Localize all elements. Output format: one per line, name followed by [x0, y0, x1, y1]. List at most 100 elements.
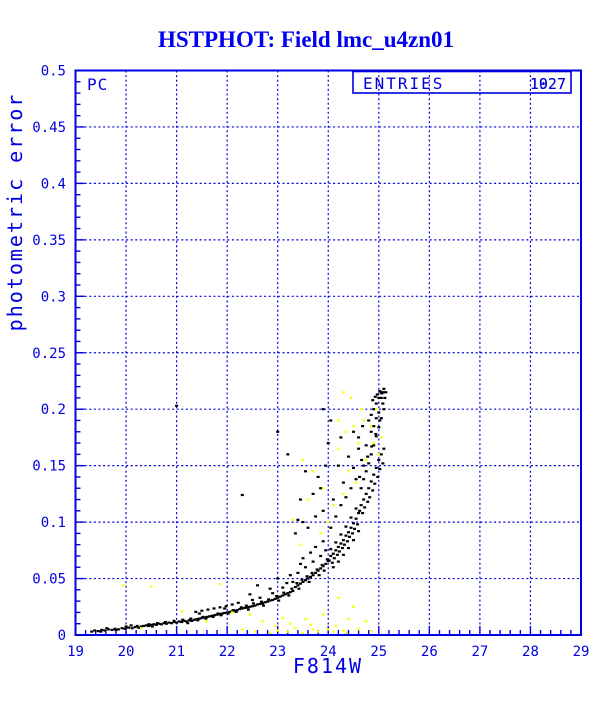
stars-black-point — [144, 624, 148, 627]
stars-black-point — [298, 562, 302, 565]
stars-black-point — [215, 613, 219, 616]
stars-black-point — [319, 567, 323, 570]
stars-black-point — [196, 619, 200, 622]
flagged-yellow-point — [342, 629, 345, 632]
stars-black-point — [363, 506, 367, 509]
stars-black-point — [271, 592, 275, 595]
flagged-yellow-point — [321, 613, 325, 616]
stars-black-point — [358, 509, 362, 512]
stars-black-point — [133, 625, 137, 629]
stars-black-point — [250, 598, 254, 602]
stars-black-point — [375, 393, 379, 396]
flagged-yellow-point — [357, 441, 360, 445]
stars-black-point — [349, 516, 353, 519]
stars-black-point — [378, 390, 382, 393]
stars-black-point — [374, 466, 378, 470]
stars-black-point — [255, 584, 259, 587]
stars-black-point — [246, 608, 250, 611]
stars-black-point — [276, 577, 280, 580]
stars-black-point — [364, 492, 368, 495]
stars-black-point — [224, 605, 228, 608]
stars-black-point — [357, 436, 361, 439]
stars-black-point — [317, 574, 321, 577]
flagged-yellow-point — [150, 585, 153, 588]
stars-black-point — [345, 540, 349, 543]
flagged-yellow-point — [231, 611, 234, 614]
stars-black-point — [337, 550, 341, 553]
flagged-yellow-point — [291, 518, 295, 522]
y-tick-label: 0.4 — [41, 176, 66, 192]
flagged-yellow-point — [304, 617, 307, 621]
stars-black-point — [309, 575, 313, 578]
stars-black-point — [382, 408, 386, 411]
stars-black-point — [139, 625, 143, 628]
stars-black-point — [285, 581, 289, 585]
stars-black-point — [352, 466, 356, 470]
stars-black-point — [189, 617, 193, 620]
flagged-yellow-point — [311, 470, 315, 473]
stars-black-point — [248, 593, 252, 596]
stars-black-point — [236, 601, 240, 604]
stars-black-point — [243, 606, 247, 610]
stars-black-point — [379, 417, 383, 420]
stars-black-point — [275, 594, 279, 598]
stars-black-point — [127, 626, 131, 629]
flagged-yellow-point — [357, 628, 360, 631]
stars-black-point — [377, 396, 381, 400]
stars-black-point — [260, 600, 264, 603]
stars-black-point — [251, 602, 255, 605]
stars-black-point — [319, 487, 323, 490]
stars-black-point — [381, 402, 385, 405]
flagged-yellow-point — [370, 424, 373, 428]
stars-black-point — [225, 611, 229, 614]
y-tick-label: 0.45 — [32, 120, 66, 136]
stars-black-point — [172, 619, 176, 622]
stars-black-point — [238, 607, 242, 611]
stars-black-point — [150, 625, 154, 628]
stars-black-point — [369, 413, 373, 416]
stars-black-point — [362, 498, 366, 501]
stars-black-point — [248, 605, 252, 608]
stars-black-point — [325, 558, 329, 561]
stars-black-point — [216, 612, 220, 615]
stars-black-point — [172, 620, 176, 624]
stars-black-point — [277, 599, 281, 602]
flagged-yellow-point — [306, 498, 310, 501]
stars-black-point — [341, 481, 345, 484]
stars-black-point — [324, 562, 328, 565]
flagged-yellow-point — [380, 436, 383, 439]
flagged-yellow-point — [261, 620, 264, 623]
flagged-yellow-point — [375, 408, 378, 411]
stars-black-point — [380, 392, 384, 395]
entries-value: 1927 — [530, 75, 566, 93]
stars-black-point — [329, 554, 333, 558]
stars-black-point — [304, 566, 308, 569]
stars-black-point — [162, 622, 166, 625]
stars-black-point — [240, 607, 244, 610]
y-axis-label: photometric error — [3, 93, 27, 332]
stars-black-point — [305, 575, 309, 578]
stars-black-point — [137, 626, 141, 629]
flagged-yellow-point — [334, 624, 338, 628]
stars-black-point — [120, 627, 124, 630]
stars-black-point — [383, 396, 387, 400]
stars-black-point — [218, 613, 222, 616]
y-tick-label: 0.1 — [41, 515, 66, 531]
stars-black-point — [220, 612, 224, 615]
stars-black-point — [384, 391, 388, 394]
stars-black-point — [298, 582, 302, 585]
stars-black-point — [135, 624, 139, 628]
stars-black-point — [286, 453, 290, 456]
x-tick-label: 22 — [219, 644, 236, 660]
flagged-yellow-point — [332, 503, 335, 507]
flagged-yellow-point — [289, 622, 292, 625]
stars-black-point — [180, 620, 184, 624]
x-tick-label: 27 — [471, 644, 488, 660]
flagged-yellow-point — [276, 629, 279, 632]
stars-black-point — [282, 591, 286, 594]
flagged-yellow-point — [364, 458, 368, 462]
stars-black-point — [364, 470, 368, 473]
x-tick-label: 28 — [522, 644, 539, 660]
stars-black-point — [204, 617, 208, 620]
stars-black-point — [369, 453, 373, 456]
